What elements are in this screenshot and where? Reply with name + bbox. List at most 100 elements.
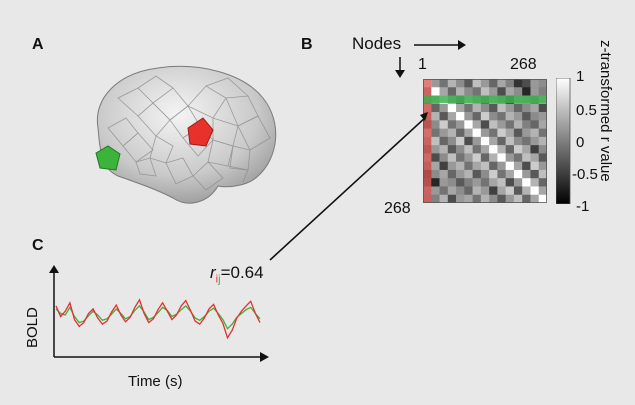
nodes-arrow-right (414, 40, 466, 50)
matrix-cell (464, 128, 473, 138)
matrix-cell (513, 194, 523, 203)
matrix-cell (447, 87, 457, 96)
matrix-cell (497, 79, 506, 88)
matrix-cell (513, 169, 523, 179)
matrix-cell (505, 161, 515, 171)
matrix-cell (456, 103, 465, 113)
colorbar-tick-0: 0 (576, 134, 585, 151)
matrix-cell (464, 136, 473, 146)
matrix-cell (480, 194, 490, 203)
colorbar-title: z-transformed r value (597, 40, 614, 182)
matrix-cell (505, 120, 515, 129)
time-xlabel: Time (s) (128, 373, 183, 390)
matrix-cell (456, 136, 465, 146)
matrix-cell (447, 112, 457, 121)
matrix-cell (530, 87, 540, 96)
matrix-cell (513, 87, 523, 96)
matrix-cell (447, 120, 457, 129)
matrix-cell (447, 79, 457, 88)
matrix-cell (472, 79, 482, 88)
matrix-cell (538, 128, 547, 138)
matrix-cell (513, 161, 523, 171)
brain-outline (96, 65, 277, 204)
matrix-cell (489, 120, 498, 129)
ts-y-axis-arrowhead (49, 265, 59, 273)
matrix-cell (439, 169, 449, 179)
matrix-cell (522, 169, 531, 179)
matrix-cell (513, 186, 523, 196)
matrix-last-node-left-label: 268 (384, 200, 411, 217)
matrix-cell (522, 87, 531, 96)
matrix-cell (505, 128, 515, 138)
matrix-cell (513, 128, 523, 138)
matrix-cell (522, 153, 531, 162)
matrix-cell (489, 161, 498, 171)
matrix-cell (472, 136, 482, 146)
matrix-cell (522, 136, 531, 146)
matrix-cell (505, 87, 515, 96)
matrix-cell (538, 79, 547, 88)
panel-label-b: B (301, 36, 313, 53)
matrix-cell (464, 120, 473, 129)
matrix-cell (522, 103, 531, 113)
matrix-cell (489, 145, 498, 154)
matrix-cell (439, 103, 449, 113)
matrix-cell (456, 178, 465, 187)
colorbar-tick-0.5: 0.5 (576, 102, 597, 119)
bold-signal-green (55, 304, 261, 330)
colorbar (556, 78, 571, 204)
matrix-cell (522, 79, 531, 88)
matrix-cell (530, 112, 540, 121)
matrix-cell (489, 169, 498, 179)
matrix-cell (472, 112, 482, 121)
matrix-cell (489, 186, 498, 196)
matrix-cell (472, 153, 482, 162)
matrix-cell (522, 120, 531, 129)
subscript-i: i (215, 273, 219, 286)
matrix-cell (497, 161, 506, 171)
matrix-cell (439, 120, 449, 129)
matrix-cell (513, 103, 523, 113)
matrix-first-node-label: 1 (418, 56, 427, 73)
matrix-cell (530, 194, 540, 203)
matrix-cell (439, 178, 449, 187)
matrix-cell (530, 128, 540, 138)
matrix-cell (522, 128, 531, 138)
correlation-label: rij=0.64 (210, 263, 264, 285)
correlation-pointer-arrow (269, 112, 428, 261)
matrix-cell (439, 186, 449, 196)
matrix-cell (464, 194, 473, 203)
matrix-cell (480, 153, 490, 162)
matrix-cell (464, 87, 473, 96)
matrix-cell (480, 103, 490, 113)
highlight-row-band (423, 95, 547, 103)
matrix-cell (538, 87, 547, 96)
matrix-cell (472, 103, 482, 113)
matrix-cell (456, 128, 465, 138)
nodes-axis-label: Nodes (352, 34, 402, 53)
matrix-cell (538, 153, 547, 162)
matrix-cell (480, 169, 490, 179)
matrix-cell (431, 120, 440, 129)
matrix-cell (497, 194, 506, 203)
matrix-cell (456, 87, 465, 96)
matrix-cell (497, 112, 506, 121)
matrix-cell (439, 145, 449, 154)
matrix-cell (530, 169, 540, 179)
matrix-cell (472, 178, 482, 187)
matrix-cell (480, 79, 490, 88)
matrix-cell (431, 136, 440, 146)
matrix-cell (530, 79, 540, 88)
matrix-cell (513, 120, 523, 129)
matrix-cell (447, 161, 457, 171)
matrix-cell (489, 153, 498, 162)
matrix-cell (522, 161, 531, 171)
ts-x-axis-arrowhead (260, 352, 269, 362)
matrix-cell (530, 178, 540, 187)
bold-timeseries-plot (49, 265, 269, 362)
matrix-cell (472, 120, 482, 129)
matrix-cell (456, 145, 465, 154)
matrix-cell (447, 178, 457, 187)
matrix-cell (530, 161, 540, 171)
